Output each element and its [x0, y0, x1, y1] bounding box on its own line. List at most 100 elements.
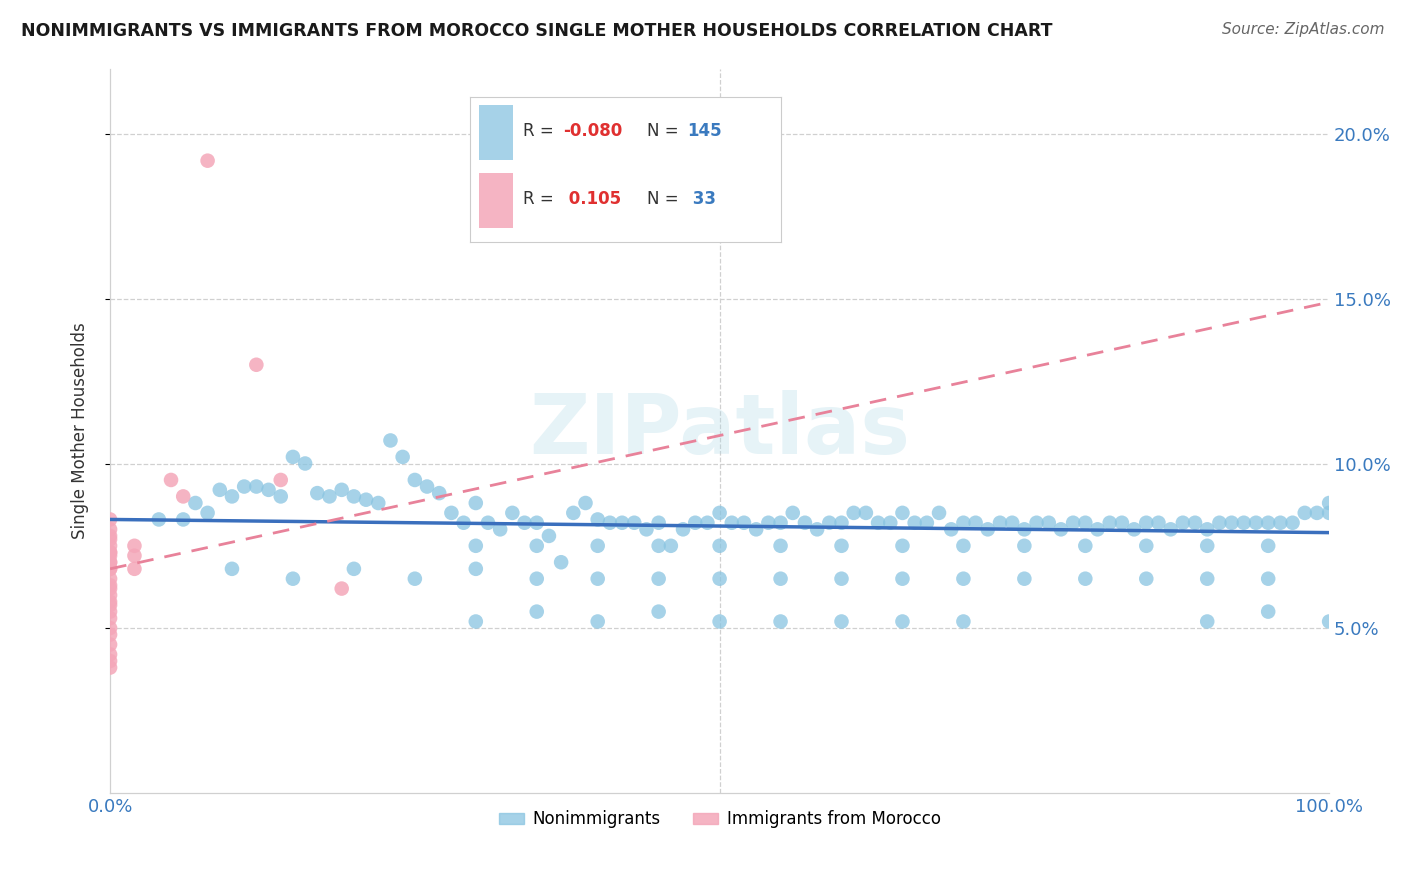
Point	[98, 588, 121, 602]
Point	[160, 473, 183, 487]
Point	[1087, 522, 1109, 536]
Point	[769, 615, 792, 629]
Point	[672, 522, 695, 536]
Point	[891, 615, 914, 629]
Point	[172, 490, 194, 504]
Point	[526, 572, 548, 586]
Point	[1074, 516, 1097, 530]
Point	[1135, 539, 1157, 553]
Point	[330, 582, 353, 596]
Point	[1257, 605, 1279, 619]
Point	[952, 572, 974, 586]
Point	[696, 516, 718, 530]
Text: Source: ZipAtlas.com: Source: ZipAtlas.com	[1222, 22, 1385, 37]
Point	[709, 572, 731, 586]
Point	[197, 506, 219, 520]
Point	[720, 516, 742, 530]
Point	[1197, 572, 1219, 586]
Point	[831, 516, 853, 530]
Point	[647, 572, 669, 586]
Text: NONIMMIGRANTS VS IMMIGRANTS FROM MOROCCO SINGLE MOTHER HOUSEHOLDS CORRELATION CH: NONIMMIGRANTS VS IMMIGRANTS FROM MOROCCO…	[21, 22, 1053, 40]
Point	[1098, 516, 1121, 530]
Point	[904, 516, 927, 530]
Point	[756, 516, 779, 530]
Point	[343, 490, 366, 504]
Point	[879, 516, 901, 530]
Point	[98, 532, 121, 546]
Point	[1074, 539, 1097, 553]
Point	[891, 539, 914, 553]
Point	[818, 516, 841, 530]
Point	[1135, 572, 1157, 586]
Text: ZIPatlas: ZIPatlas	[529, 390, 910, 471]
Point	[855, 506, 877, 520]
Point	[513, 516, 536, 530]
Point	[1111, 516, 1133, 530]
Point	[1147, 516, 1170, 530]
Point	[574, 496, 596, 510]
Point	[501, 506, 523, 520]
Point	[318, 490, 340, 504]
Point	[782, 506, 804, 520]
Point	[270, 473, 292, 487]
Point	[526, 605, 548, 619]
Point	[806, 522, 828, 536]
Point	[98, 660, 121, 674]
Point	[586, 615, 609, 629]
Point	[1220, 516, 1243, 530]
Point	[124, 562, 146, 576]
Point	[769, 572, 792, 586]
Point	[98, 555, 121, 569]
Point	[769, 516, 792, 530]
Point	[891, 572, 914, 586]
Point	[647, 516, 669, 530]
Point	[623, 516, 645, 530]
Point	[294, 457, 316, 471]
Point	[233, 479, 256, 493]
Point	[1025, 516, 1047, 530]
Point	[1135, 516, 1157, 530]
Point	[330, 483, 353, 497]
Point	[1257, 516, 1279, 530]
Point	[709, 615, 731, 629]
Point	[245, 479, 267, 493]
Point	[98, 582, 121, 596]
Point	[98, 545, 121, 559]
Point	[733, 516, 755, 530]
Point	[1208, 516, 1230, 530]
Point	[868, 516, 890, 530]
Point	[1257, 572, 1279, 586]
Point	[307, 486, 329, 500]
Point	[489, 522, 512, 536]
Point	[281, 450, 304, 464]
Point	[367, 496, 389, 510]
Point	[98, 545, 121, 559]
Point	[184, 496, 207, 510]
Point	[124, 549, 146, 563]
Point	[98, 549, 121, 563]
Point	[98, 522, 121, 536]
Point	[831, 615, 853, 629]
Point	[831, 572, 853, 586]
Point	[98, 512, 121, 526]
Point	[915, 516, 938, 530]
Point	[98, 529, 121, 543]
Point	[281, 572, 304, 586]
Point	[537, 529, 560, 543]
Point	[343, 562, 366, 576]
Point	[965, 516, 987, 530]
Point	[1050, 522, 1073, 536]
Point	[1074, 572, 1097, 586]
Point	[1306, 506, 1329, 520]
Point	[1317, 506, 1340, 520]
Point	[477, 516, 499, 530]
Point	[391, 450, 413, 464]
Point	[416, 479, 439, 493]
Point	[683, 516, 706, 530]
Y-axis label: Single Mother Households: Single Mother Households	[72, 322, 89, 539]
Point	[98, 605, 121, 619]
Point	[440, 506, 463, 520]
Point	[354, 492, 377, 507]
Point	[98, 611, 121, 625]
Point	[221, 562, 243, 576]
